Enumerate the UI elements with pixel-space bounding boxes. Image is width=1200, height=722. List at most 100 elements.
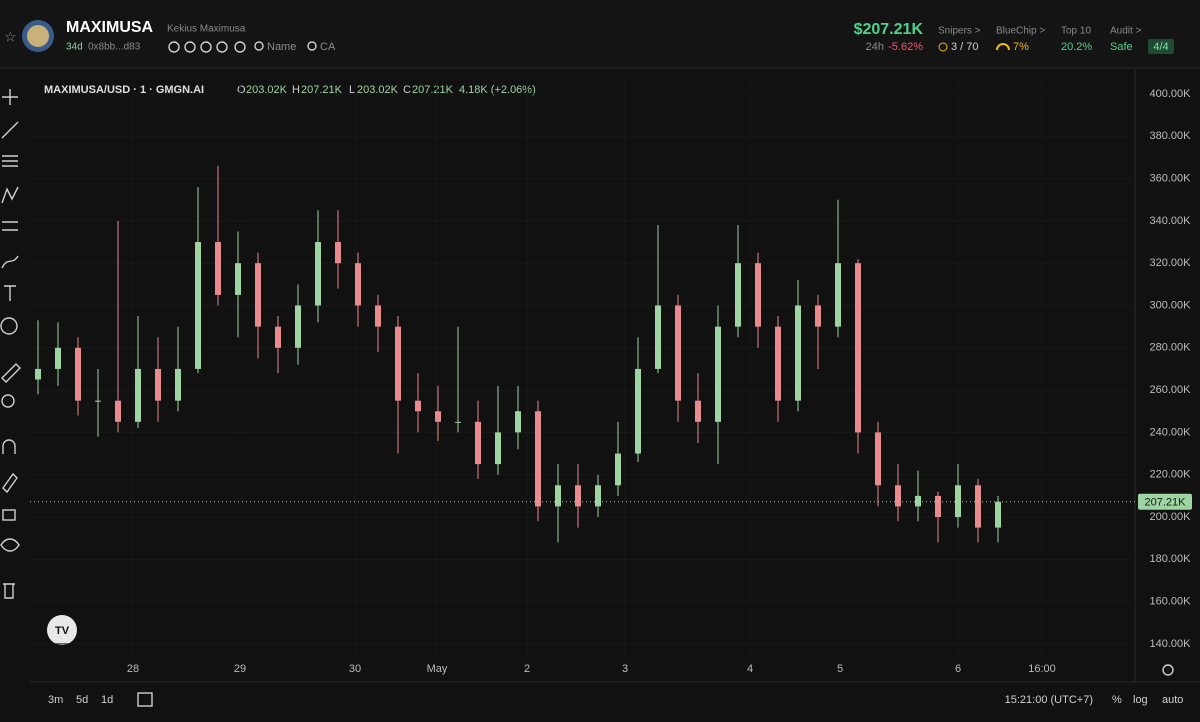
line-tool[interactable]: [1, 121, 19, 139]
projection-tool[interactable]: [2, 221, 18, 231]
candle-body: [955, 485, 961, 518]
candle-body: [715, 326, 721, 422]
candle-body: [835, 263, 841, 327]
candle-body: [855, 263, 861, 433]
log-toggle[interactable]: log: [1133, 694, 1148, 706]
date-range-icon[interactable]: [137, 692, 153, 707]
token-full-name: Kekius Maximusa: [167, 24, 246, 35]
audit-score: 4/4: [1153, 41, 1168, 53]
y-tick-label: 240.00K: [1150, 426, 1192, 438]
emoji-tool[interactable]: [0, 317, 18, 335]
star-icon[interactable]: ☆: [4, 29, 17, 45]
y-tick-label: 380.00K: [1150, 130, 1192, 142]
github-icon[interactable]: [216, 41, 228, 53]
search-icon[interactable]: [307, 41, 317, 51]
candle-body: [895, 485, 901, 507]
delete-tool[interactable]: [3, 583, 15, 599]
candle-body: [915, 495, 921, 507]
candle-body: [875, 432, 881, 486]
candle-body: [555, 485, 561, 507]
crosshair-tool[interactable]: [2, 89, 18, 105]
change: -5.62%: [888, 41, 923, 53]
price: $207.21K: [854, 21, 924, 38]
candle-body: [395, 326, 401, 401]
pattern-tool[interactable]: [1, 186, 19, 204]
range-button[interactable]: 5d: [76, 694, 88, 706]
extra-icon[interactable]: [234, 41, 246, 53]
snipers-label[interactable]: Snipers >: [938, 26, 981, 37]
bluechip-label[interactable]: BlueChip >: [996, 26, 1045, 37]
legend-open: 203.02K: [246, 84, 288, 96]
last-price-tag: [1138, 493, 1192, 510]
legend-o: O: [237, 84, 246, 96]
x-tick-label: 4: [747, 663, 753, 675]
token-address[interactable]: 0x8bb...d83: [88, 42, 141, 53]
candle-body: [235, 263, 241, 295]
x-tick-label: 5: [837, 663, 843, 675]
candle-body: [115, 400, 121, 422]
visibility-tool[interactable]: [0, 538, 20, 552]
candle-body: [815, 305, 821, 327]
y-tick-label: 200.00K: [1150, 511, 1192, 523]
y-tick-label: 180.00K: [1150, 553, 1192, 565]
last-price-label: 207.21K: [1145, 497, 1187, 509]
candle-body: [655, 305, 661, 369]
auto-toggle[interactable]: auto: [1162, 694, 1183, 706]
top10: 20.2%: [1061, 41, 1092, 53]
candle-body: [95, 400, 101, 402]
candle-body: [175, 368, 181, 401]
candle-body: [75, 347, 81, 401]
candle-body: [195, 242, 201, 369]
toolbar: [0, 89, 21, 599]
top10-label: Top 10: [1061, 26, 1091, 37]
x-tick-label: 3: [622, 663, 628, 675]
search-icon[interactable]: [254, 41, 264, 51]
header-bar: [0, 0, 1200, 68]
legend-low: 203.02K: [357, 84, 399, 96]
candle-body: [275, 326, 281, 348]
clock: 15:21:00 (UTC+7): [1005, 694, 1093, 706]
draw-lock-tool[interactable]: [2, 472, 18, 494]
candle-body: [995, 501, 1001, 528]
search-ca[interactable]: CA: [320, 41, 336, 53]
range-button[interactable]: 1d: [101, 694, 113, 706]
candle-body: [375, 305, 381, 327]
candle-body: [735, 263, 741, 327]
range-button[interactable]: 3m: [48, 694, 63, 706]
text-tool[interactable]: [4, 285, 16, 301]
y-tick-label: 280.00K: [1150, 342, 1192, 354]
tradingview-logo[interactable]: [47, 615, 77, 645]
change-period: 24h: [866, 41, 884, 53]
legend-close: 207.21K: [412, 84, 454, 96]
percent-toggle[interactable]: %: [1112, 694, 1122, 706]
zoom-tool[interactable]: [1, 394, 15, 408]
web-icon[interactable]: [168, 41, 180, 53]
y-tick-label: 140.00K: [1150, 638, 1192, 650]
magnet-tool[interactable]: [2, 439, 16, 454]
audit-label[interactable]: Audit >: [1110, 26, 1142, 37]
candle-body: [475, 421, 481, 465]
candle-body: [675, 305, 681, 401]
y-tick-label: 340.00K: [1150, 215, 1192, 227]
brush-tool[interactable]: [1, 255, 19, 269]
candle-body: [255, 263, 261, 327]
x-tick-label: 30: [349, 663, 361, 675]
audit: Safe: [1110, 41, 1133, 53]
candle-body: [435, 411, 441, 422]
telegram-icon[interactable]: [200, 41, 212, 53]
settings-icon[interactable]: [1162, 664, 1174, 676]
lock-tool[interactable]: [2, 509, 16, 521]
snipers: 3 / 70: [951, 41, 979, 53]
candle-body: [355, 263, 361, 306]
candle-body: [335, 242, 341, 264]
x-tick-label: 28: [127, 663, 139, 675]
search-name[interactable]: Name: [267, 41, 296, 53]
ruler-tool[interactable]: [1, 363, 21, 383]
candle-body: [535, 411, 541, 507]
chart-symbol: MAXIMUSA/USD · 1 · GMGN.AI: [44, 84, 204, 96]
x-icon[interactable]: [184, 41, 196, 53]
fib-tool[interactable]: [2, 155, 18, 167]
candle-body: [495, 432, 501, 465]
